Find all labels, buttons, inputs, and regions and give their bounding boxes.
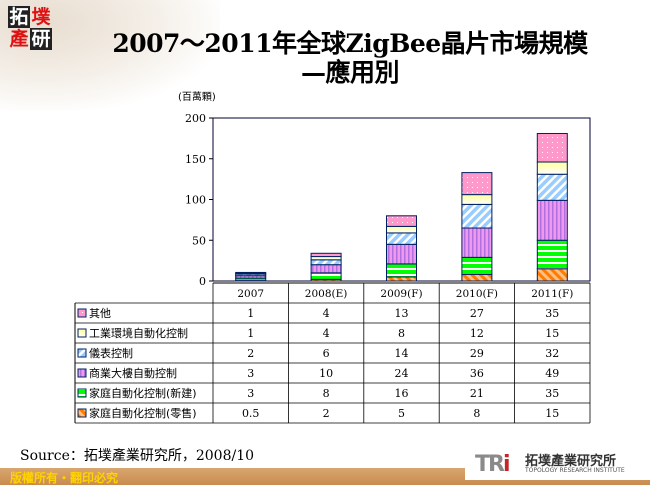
y-tick-label: 200 — [185, 112, 206, 125]
y-tick-label: 100 — [185, 194, 206, 207]
data-label: 36 — [470, 367, 484, 380]
y-tick-label: 150 — [185, 153, 206, 166]
data-label: 8 — [398, 327, 405, 340]
bar-segment — [537, 240, 567, 269]
legend-swatch — [78, 369, 86, 377]
data-label: 3 — [247, 387, 254, 400]
data-label: 4 — [323, 327, 330, 340]
data-label: 1 — [247, 327, 254, 340]
category-label: 2009(F) — [380, 288, 422, 300]
data-label: 35 — [545, 307, 559, 320]
data-label: 2 — [247, 347, 254, 360]
bar-segment — [387, 226, 417, 233]
data-label: 27 — [470, 307, 484, 320]
y-tick-label: 50 — [192, 234, 206, 247]
bar-segment — [387, 216, 417, 227]
legend-label: 儀表控制 — [89, 346, 133, 360]
category-label: 2011(F) — [531, 288, 573, 300]
bar-segment — [462, 274, 492, 281]
data-label: 5 — [398, 407, 405, 420]
bar-segment — [462, 257, 492, 274]
data-label: 0.5 — [242, 407, 260, 420]
data-label: 8 — [323, 387, 330, 400]
data-label: 8 — [473, 407, 480, 420]
bar-segment — [537, 162, 567, 174]
tri-mark: TRi — [475, 452, 509, 477]
data-label: 16 — [395, 387, 409, 400]
bar-segment — [387, 244, 417, 264]
data-label: 12 — [470, 327, 484, 340]
bar-segment — [537, 200, 567, 240]
bar-segment — [311, 260, 341, 265]
data-label: 14 — [395, 347, 409, 360]
source-note: Source：拓墣產業研究所，2008/10 — [20, 445, 254, 465]
data-label: 3 — [247, 367, 254, 380]
y-tick-label: 0 — [199, 275, 206, 288]
bar-segment — [537, 174, 567, 200]
legend-label: 其他 — [89, 307, 111, 320]
copyright-text: 版權所有・翻印必究 — [10, 469, 118, 486]
legend-swatch — [78, 389, 86, 397]
bar-segment — [311, 265, 341, 273]
category-label: 2008(E) — [305, 288, 348, 300]
legend-label: 家庭自動化控制(新建) — [89, 386, 197, 400]
legend-swatch — [78, 409, 86, 417]
bar-segment — [462, 228, 492, 257]
data-label: 13 — [395, 307, 409, 320]
institute-logo: TRi 拓墣產業研究所 TOPOLOGY RESEARCH INSTITUTE — [465, 450, 650, 480]
data-label: 49 — [545, 367, 559, 380]
data-label: 4 — [323, 307, 330, 320]
bar-segment — [537, 269, 567, 281]
data-label: 1 — [247, 307, 254, 320]
data-label: 15 — [545, 407, 559, 420]
data-label: 35 — [545, 387, 559, 400]
legend-label: 工業環境自動化控制 — [89, 326, 188, 340]
data-label: 32 — [545, 347, 559, 360]
data-label: 6 — [323, 347, 330, 360]
data-label: 15 — [545, 327, 559, 340]
bar-segment — [462, 204, 492, 228]
bar-segment — [462, 173, 492, 195]
legend-label: 家庭自動化控制(零售) — [89, 406, 197, 420]
institute-name-en: TOPOLOGY RESEARCH INSTITUTE — [525, 467, 625, 474]
category-label: 2007 — [237, 288, 264, 300]
bar-segment — [311, 273, 341, 280]
legend-swatch — [78, 349, 86, 357]
legend-label: 商業大樓自動控制 — [89, 366, 177, 380]
category-label: 2010(F) — [456, 288, 498, 300]
data-label: 10 — [319, 367, 333, 380]
bar-segment — [236, 272, 266, 273]
bar-segment — [387, 233, 417, 244]
data-label: 21 — [470, 387, 484, 400]
bar-segment — [537, 133, 567, 162]
legend-swatch — [78, 309, 86, 317]
bar-segment — [387, 264, 417, 277]
bar-segment — [311, 253, 341, 256]
data-label: 29 — [470, 347, 484, 360]
legend-swatch — [78, 329, 86, 337]
bar-segment — [387, 277, 417, 281]
data-label: 2 — [323, 407, 330, 420]
data-label: 24 — [395, 367, 409, 380]
bar-segment — [462, 195, 492, 205]
